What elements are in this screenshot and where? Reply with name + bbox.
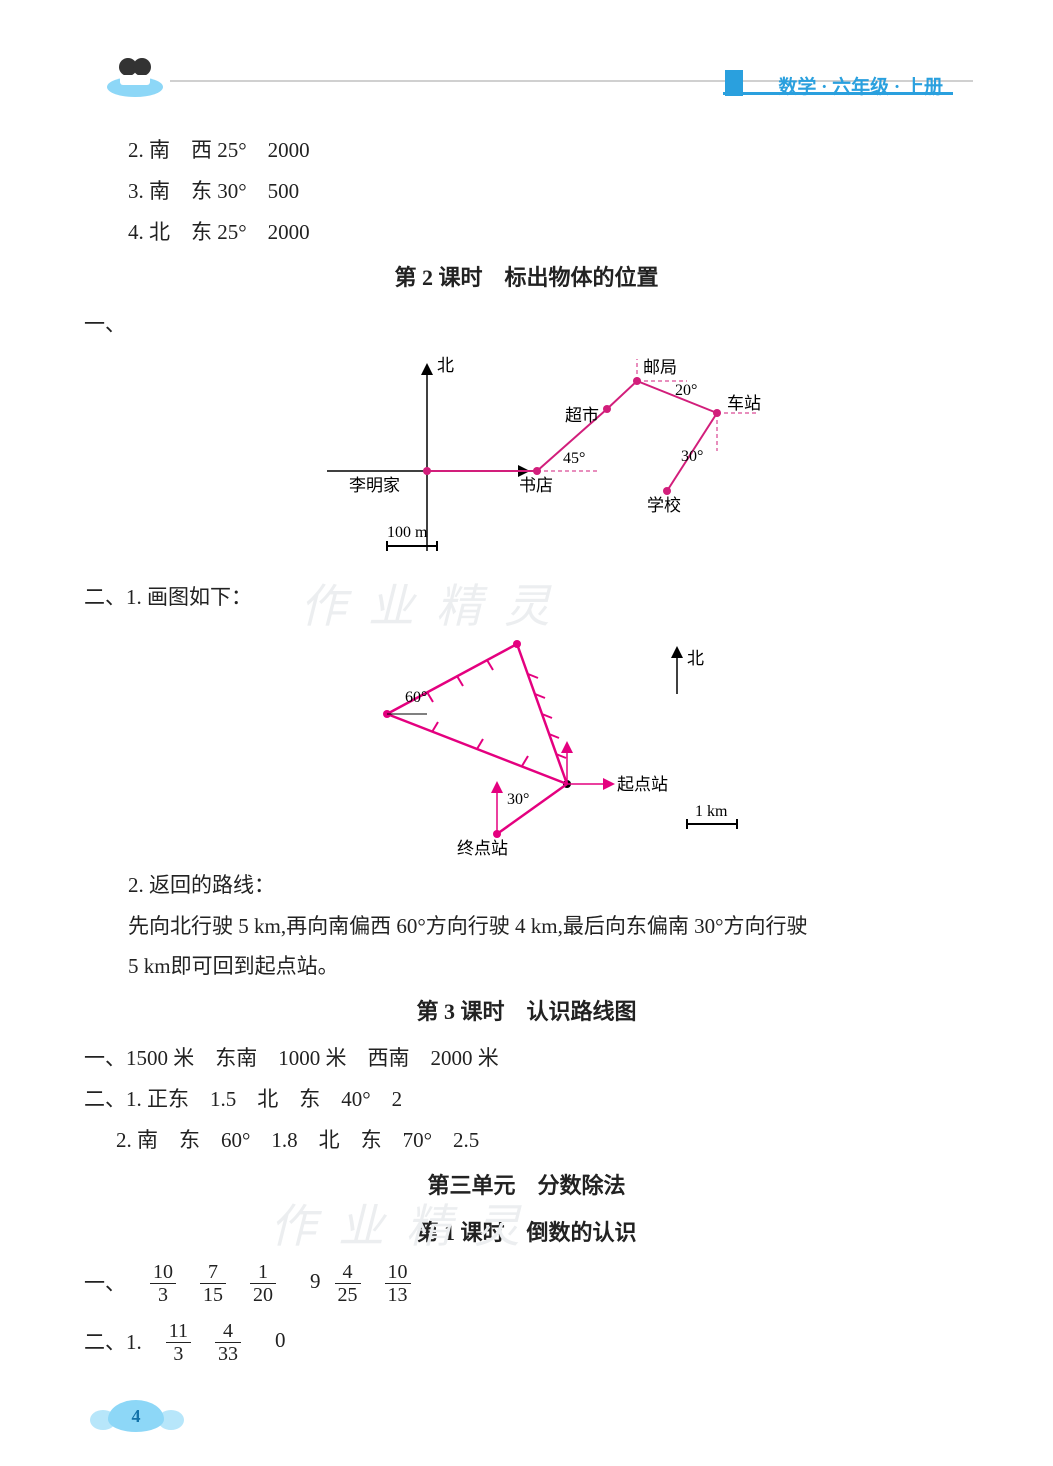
angle-60: 60° (405, 689, 427, 706)
end-label: 终点站 (457, 839, 508, 858)
postoffice-label: 邮局 (643, 358, 677, 377)
angle-20: 20° (675, 382, 697, 399)
integer-value: 9 (310, 1269, 321, 1293)
return-route-heading: 2. 返回的路线： (80, 865, 973, 906)
header-cartoon-icon (100, 45, 170, 100)
fraction: 425 (335, 1261, 361, 1306)
header-underline (723, 92, 953, 95)
bookstore-label: 书店 (519, 476, 553, 495)
lesson3-row: 二、1. 正东 1.5 北 东 40° 2 (80, 1079, 973, 1120)
q1-label: 一、 (80, 304, 973, 345)
north-label: 北 (687, 649, 704, 668)
row-prefix: 一、 (84, 1263, 126, 1304)
diagram-position: 北 李明家 书店 45° 超市 邮局 20° 车站 30° 学校 10 (267, 351, 787, 571)
row-prefix: 二、1. (84, 1322, 142, 1363)
fraction-row-2: 二、1. 113 433 0 (80, 1320, 973, 1365)
fraction: 113 (166, 1320, 191, 1365)
lesson2-title: 第 2 课时 标出物体的位置 (80, 257, 973, 300)
scale-label: 100 m (387, 524, 428, 541)
supermarket-label: 超市 (565, 406, 599, 425)
answer-line: 4. 北 东 25° 2000 (80, 212, 973, 253)
unit3-title: 第三单元 分数除法 (80, 1165, 973, 1208)
station-label: 车站 (727, 394, 761, 413)
q2-label: 二、1. 画图如下： (80, 577, 973, 618)
return-route-text: 5 km即可回到起点站。 (80, 946, 973, 987)
school-label: 学校 (647, 496, 681, 515)
lesson3-title: 第 3 课时 认识路线图 (80, 991, 973, 1034)
fraction: 120 (250, 1261, 276, 1306)
angle-30: 30° (681, 448, 703, 465)
page-number: 4 (108, 1400, 164, 1432)
unit3-lesson1-title: 第 1 课时 倒数的认识 (80, 1212, 973, 1255)
fraction: 103 (150, 1261, 176, 1306)
fraction: 715 (200, 1261, 226, 1306)
lesson3-row: 一、1500 米 东南 1000 米 西南 2000 米 (80, 1038, 973, 1079)
integer-value: 0 (275, 1328, 286, 1352)
fraction: 433 (215, 1320, 241, 1365)
scale-label: 1 km (695, 803, 728, 820)
answer-line: 3. 南 东 30° 500 (80, 171, 973, 212)
start-label: 起点站 (617, 775, 668, 794)
north-label: 北 (437, 356, 454, 375)
angle-45: 45° (563, 450, 585, 467)
answer-line: 2. 南 西 25° 2000 (80, 130, 973, 171)
fraction: 1013 (385, 1261, 411, 1306)
page-header: 数学 · 六年级 · 上册 (80, 50, 973, 105)
diagram-route: 北 起点站 30° 终点站 60° 1 km (257, 624, 797, 859)
origin-label: 李明家 (349, 476, 400, 495)
angle-30: 30° (507, 791, 529, 808)
fraction-row-1: 一、 103 715 120 9 425 1013 (80, 1261, 973, 1306)
page-content: 2. 南 西 25° 2000 3. 南 东 30° 500 4. 北 东 25… (80, 130, 973, 1365)
lesson3-row: 2. 南 东 60° 1.8 北 东 70° 2.5 (80, 1120, 973, 1161)
return-route-text: 先向北行驶 5 km,再向南偏西 60°方向行驶 4 km,最后向东偏南 30°… (80, 906, 973, 947)
